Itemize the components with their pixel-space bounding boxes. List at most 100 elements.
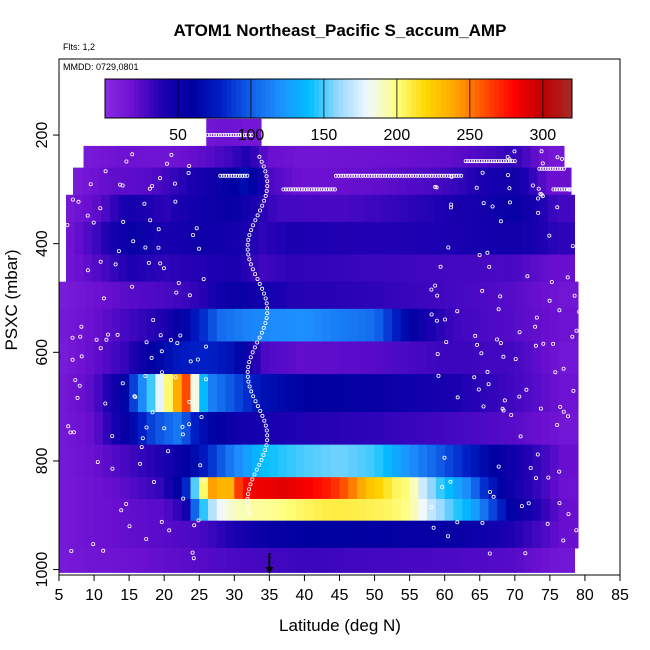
heatmap-cell — [321, 308, 332, 343]
heatmap-cell — [532, 520, 542, 549]
heatmap-cell — [304, 281, 314, 310]
measurement-dot — [466, 159, 471, 164]
heatmap-cell — [365, 498, 376, 522]
measurement-dot — [264, 301, 269, 306]
measurement-dot — [151, 479, 156, 484]
heatmap-cell — [330, 498, 341, 522]
heatmap-cell — [59, 412, 69, 446]
heatmap-cell — [260, 547, 270, 573]
measurement-dot — [358, 173, 363, 178]
heatmap-cell — [372, 145, 383, 169]
heatmap-cell — [357, 374, 367, 413]
heatmap-cell — [76, 477, 86, 500]
heatmap-cell — [304, 498, 314, 522]
measurement-dot — [373, 173, 378, 178]
heatmap-cell — [541, 374, 551, 413]
heatmap-cell — [129, 477, 139, 500]
measurement-dot — [261, 164, 266, 169]
measurement-dot — [493, 159, 498, 164]
heatmap-cell — [111, 308, 121, 343]
measurement-dot — [336, 173, 341, 178]
heatmap-cell — [374, 444, 384, 478]
heatmap-cell — [116, 167, 127, 196]
heatmap-cell — [558, 412, 569, 446]
heatmap-cell — [383, 444, 393, 478]
measurement-dot — [217, 132, 222, 137]
heatmap-cell — [111, 477, 121, 500]
x-tick-label: 10 — [85, 587, 103, 604]
heatmap-cell — [346, 145, 356, 169]
heatmap-cell — [425, 194, 435, 223]
measurement-dot — [478, 159, 483, 164]
heatmap-cell — [374, 412, 384, 446]
measurement-dot — [490, 204, 495, 209]
measurement-dot — [250, 223, 255, 228]
measurement-dot — [232, 173, 237, 178]
x-tick-label: 65 — [471, 587, 489, 604]
heatmap-cell — [532, 444, 542, 478]
heatmap-cell — [186, 167, 197, 196]
heatmap-cell — [66, 221, 76, 256]
measurement-dot — [363, 173, 368, 178]
colorbar-swatch — [401, 79, 408, 118]
heatmap-cell — [486, 221, 497, 256]
measurement-dot — [392, 173, 397, 178]
heatmap-cell — [155, 520, 165, 549]
heatmap-cell — [470, 477, 481, 500]
heatmap-cell — [225, 547, 235, 573]
heatmap-cell — [269, 547, 279, 573]
heatmap-cell — [171, 254, 181, 283]
heatmap-cell — [225, 477, 235, 500]
heatmap-cell — [479, 412, 490, 446]
colorbar-swatch — [207, 79, 213, 118]
heatmap-cell — [286, 498, 297, 522]
measurement-dot — [149, 355, 154, 360]
heatmap-cell — [241, 145, 251, 169]
measurement-dot — [498, 219, 503, 224]
heatmap-cell — [155, 498, 165, 522]
heatmap-cell — [146, 308, 157, 343]
heatmap-cell — [120, 547, 130, 573]
measurement-dot — [262, 418, 267, 423]
heatmap-cell — [278, 341, 288, 375]
heatmap-cell — [76, 444, 86, 478]
measurement-dot — [261, 452, 266, 457]
measurement-dot — [130, 152, 135, 157]
x-axis-label: Latitude (deg N) — [279, 616, 401, 635]
heatmap-cell — [364, 254, 374, 283]
heatmap-cell — [313, 374, 323, 413]
heatmap-cell — [260, 520, 270, 549]
measurement-dot — [479, 351, 484, 356]
measurement-dot — [298, 187, 303, 192]
measurement-dot — [305, 187, 310, 192]
measurement-dot — [445, 534, 450, 539]
heatmap-cell — [208, 281, 218, 310]
heatmap-cell — [206, 118, 216, 147]
heatmap-cell — [225, 444, 235, 478]
heatmap-cell — [374, 341, 384, 375]
heatmap-cell — [497, 308, 507, 343]
heatmap-cell — [251, 520, 262, 549]
heatmap-cell — [357, 308, 367, 343]
measurement-dot — [435, 293, 440, 298]
x-tick-label: 15 — [120, 587, 138, 604]
measurement-dot — [259, 330, 264, 335]
heatmap-cell — [514, 520, 525, 549]
measurement-dot — [169, 152, 174, 157]
heatmap-cell — [276, 254, 286, 283]
heatmap-cell — [208, 520, 218, 549]
measurement-dot — [286, 187, 291, 192]
heatmap-cell — [181, 520, 192, 549]
heatmap-cell — [276, 194, 286, 223]
heatmap-cell — [74, 221, 85, 256]
measurement-dot — [260, 286, 265, 291]
heatmap-cell — [269, 412, 279, 446]
measurement-dot — [498, 341, 503, 346]
heatmap-cell — [257, 167, 267, 196]
heatmap-cell — [59, 281, 69, 310]
colorbar-swatch — [148, 79, 155, 118]
heatmap-cell — [232, 194, 242, 223]
heatmap-cell — [414, 167, 425, 196]
measurement-dot — [257, 462, 262, 467]
heatmap-cell — [260, 444, 270, 478]
